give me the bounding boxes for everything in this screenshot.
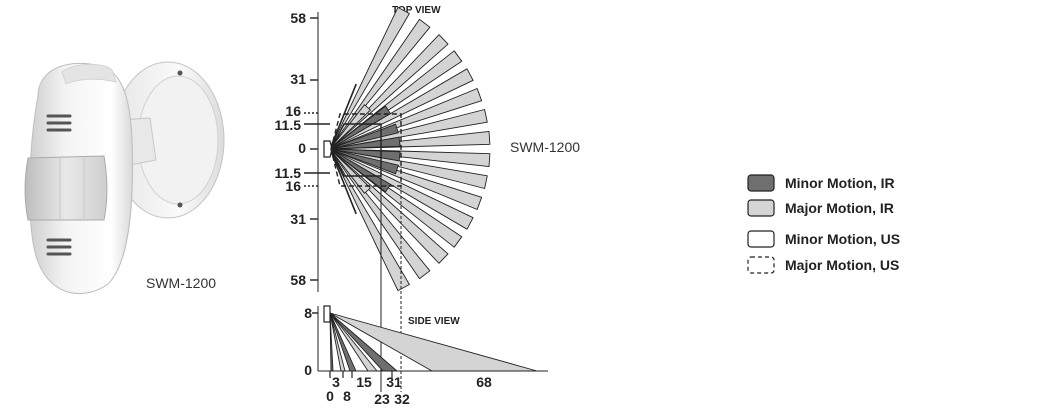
top-beam-inner-2 (329, 148, 371, 194)
upper-grille-icon (46, 114, 72, 132)
minor-us-swatch-icon (747, 230, 775, 248)
side-y-tick-0: 0 (304, 362, 312, 378)
side-y-tick-8: 8 (304, 305, 312, 321)
top-view-ir-beams (329, 6, 491, 292)
side-beam-15 (329, 312, 357, 372)
lower-grille-icon (46, 238, 72, 256)
side-x-tick-8: 8 (343, 388, 351, 404)
side-x-tick-31: 31 (386, 374, 402, 390)
side-view-sensor-icon (323, 305, 331, 323)
diagram-caption: SWM-1200 (510, 139, 580, 155)
legend-item-major-us: Major Motion, US (747, 256, 899, 274)
top-y-tick-58-lower: 58 (290, 272, 306, 288)
us-major-boundary (330, 113, 402, 187)
side-view-x-tick-marks (329, 371, 393, 378)
top-beam-minor-1 (329, 105, 391, 150)
side-beam-23 (329, 312, 378, 372)
legend: Minor Motion, IR Major Motion, IR Minor … (747, 174, 900, 274)
top-y-tick-58: 58 (290, 10, 306, 26)
top-beam-minor-3 (329, 136, 401, 150)
top-beam-major-16 (329, 148, 410, 292)
legend-label-minor-us: Minor Motion, US (785, 231, 900, 247)
side-x-tick-0: 0 (326, 388, 334, 404)
side-beam-3 (329, 312, 334, 372)
top-beam-major-1 (329, 6, 410, 150)
top-y-tick-0: 0 (298, 140, 306, 156)
legend-item-major-ir: Major Motion, IR (747, 199, 894, 217)
top-beam-minor-6 (329, 148, 391, 193)
legend-item-minor-us: Minor Motion, US (747, 230, 900, 248)
top-y-tick-31: 31 (290, 71, 306, 87)
us-minor-boundary (330, 123, 382, 177)
top-y-tick-16: 16 (285, 103, 301, 119)
sensor-product-illustration (24, 61, 225, 295)
top-view-sensor-icon (323, 140, 333, 158)
top-beam-edge-2 (329, 148, 357, 215)
top-y-tick-16-lower: 16 (285, 178, 301, 194)
photo-caption: SWM-1200 (146, 275, 216, 291)
side-x-tick-32: 32 (394, 391, 410, 407)
legend-label-major-ir: Major Motion, IR (785, 200, 894, 216)
top-beam-major-12 (329, 148, 474, 230)
side-beam-31 (329, 312, 398, 372)
side-view-ir-beams (329, 312, 538, 372)
top-beam-inner-1 (329, 104, 371, 150)
major-us-swatch-icon (747, 256, 775, 274)
top-beam-major-6 (329, 88, 483, 150)
side-view-title: SIDE VIEW (408, 316, 460, 327)
legend-label-minor-ir: Minor Motion, IR (785, 175, 895, 191)
top-y-tick-11-5: 11.5 (275, 117, 302, 133)
top-beam-minor-4 (329, 148, 401, 162)
legend-label-major-us: Major Motion, US (785, 257, 899, 273)
legend-item-minor-ir: Minor Motion, IR (747, 174, 895, 192)
side-x-tick-3: 3 (332, 374, 340, 390)
top-view-tick-marks (304, 17, 330, 281)
side-beam-68 (329, 312, 538, 372)
top-y-tick-11-5-lower: 11.5 (275, 165, 302, 181)
major-ir-swatch-icon (747, 199, 775, 217)
side-x-tick-23: 23 (374, 391, 390, 407)
top-view-y-ticks: 58 31 16 11.5 0 11.5 16 31 58 (275, 10, 307, 288)
minor-ir-swatch-icon (747, 174, 775, 192)
side-x-tick-68: 68 (476, 374, 492, 390)
side-x-tick-15: 15 (356, 374, 372, 390)
top-beam-major-11 (329, 148, 483, 210)
top-y-tick-31-lower: 31 (290, 211, 306, 227)
top-view-title: TOP VIEW (392, 5, 441, 16)
